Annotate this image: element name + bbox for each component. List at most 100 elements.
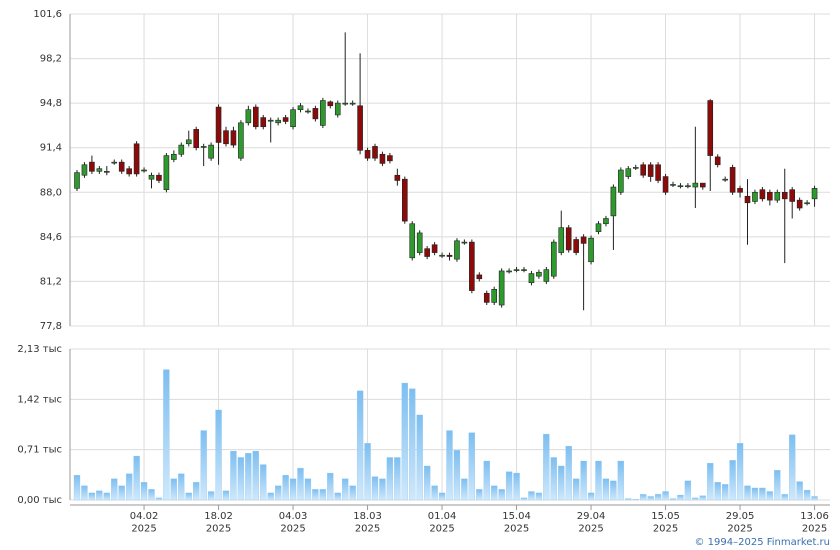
candle-body — [476, 274, 483, 280]
x-tick-label: 04.02 2025 — [130, 511, 159, 535]
candle-body — [178, 144, 185, 155]
candle-body — [312, 108, 319, 120]
x-tick-label: 15.05 2025 — [651, 511, 680, 535]
volume-bar — [163, 369, 170, 501]
volume-bar — [401, 382, 408, 501]
candle-body — [588, 237, 594, 263]
volume-bar — [632, 499, 639, 501]
volume-bar — [103, 492, 110, 501]
volume-bar — [811, 496, 818, 501]
candle-body — [543, 269, 550, 282]
volume-bar — [111, 478, 118, 501]
volume-bar — [505, 471, 513, 501]
volume-bar — [707, 462, 714, 501]
candle-body — [796, 199, 803, 209]
volume-bar — [297, 467, 304, 501]
candle-body — [506, 270, 512, 273]
candle-body — [334, 102, 341, 116]
candle-body — [275, 119, 281, 124]
volume-bar — [386, 457, 394, 501]
volume-bar — [602, 478, 610, 501]
volume-bar — [245, 453, 252, 501]
volume-bar — [528, 491, 535, 501]
volume-bar — [342, 478, 349, 501]
candle-body — [260, 117, 267, 128]
candle-body — [811, 188, 818, 200]
volume-bar — [550, 457, 557, 501]
volume-bar — [304, 478, 312, 501]
volume-bar — [677, 494, 684, 501]
volume-bar — [423, 465, 431, 501]
candle-body — [625, 168, 632, 177]
candle-body — [469, 241, 475, 291]
candle-body — [431, 244, 438, 253]
candle-body — [320, 100, 326, 126]
candle-body — [685, 185, 691, 188]
volume-bar — [543, 433, 550, 501]
volume-bar — [371, 476, 379, 501]
volume-bar — [573, 478, 580, 501]
candle-body — [387, 155, 393, 162]
candle-body — [744, 195, 751, 204]
volume-bar — [759, 487, 766, 501]
volume-bar — [364, 443, 371, 501]
candle-body — [409, 223, 416, 259]
candle-body — [327, 101, 334, 107]
candle-body — [789, 189, 796, 202]
volume-bar — [625, 498, 632, 501]
volume-bar — [334, 492, 341, 501]
volume-bar — [140, 482, 148, 501]
candle-body — [267, 119, 274, 122]
candle-body — [647, 164, 654, 177]
volume-bar — [662, 491, 669, 501]
volume-bar — [237, 457, 245, 501]
candle-body — [81, 164, 88, 176]
volume-bar — [729, 460, 736, 501]
volume-bar — [476, 489, 483, 501]
candle-body — [297, 105, 304, 110]
x-tick-label: 15.04 2025 — [502, 511, 531, 535]
source-note: © 1994–2025 Finmarket.ru — [694, 537, 830, 548]
candle-body — [394, 174, 401, 181]
candle-body — [104, 171, 110, 173]
candle-body — [156, 174, 162, 181]
y-tick-label: 88,0 — [40, 187, 62, 198]
volume-bar — [580, 460, 587, 501]
volume-bar — [200, 430, 207, 501]
x-tick-label: 29.05 2025 — [726, 511, 755, 535]
y-tick-label: 1,42 тыс — [17, 394, 62, 405]
volume-bar — [483, 460, 490, 501]
candle-body — [364, 150, 371, 159]
volume-bar — [766, 491, 773, 501]
candle-body — [565, 227, 572, 251]
volume-bar — [416, 414, 423, 501]
candle-body — [349, 102, 356, 105]
volume-bar — [260, 464, 267, 501]
volume-bar — [796, 481, 803, 501]
volume-bar — [289, 478, 297, 501]
candle-body — [595, 223, 602, 232]
candle-body — [424, 248, 430, 257]
volume-bar — [595, 460, 602, 501]
x-tick-label: 18.02 2025 — [204, 511, 233, 535]
volume-bar — [513, 472, 520, 501]
volume-bar — [207, 491, 215, 501]
volume-bar — [453, 450, 461, 501]
volume-bar — [155, 497, 163, 501]
candle-body — [223, 130, 229, 145]
volume-bar — [803, 489, 811, 501]
x-tick-label: 18.03 2025 — [353, 511, 382, 535]
volume-bar — [312, 489, 319, 501]
candle-body — [290, 109, 296, 128]
volume-bar — [446, 430, 453, 501]
volume-bar — [438, 492, 446, 501]
volume-bar — [736, 443, 744, 501]
y-tick-label: 84,6 — [40, 232, 62, 243]
candle-body — [171, 153, 177, 160]
candle-body — [245, 109, 252, 124]
candle-body — [618, 169, 624, 193]
y-tick-label: 2,13 тыс — [17, 344, 62, 355]
volume-bar — [774, 470, 781, 501]
candle-body — [498, 270, 505, 306]
x-tick-label: 29.04 2025 — [577, 511, 606, 535]
